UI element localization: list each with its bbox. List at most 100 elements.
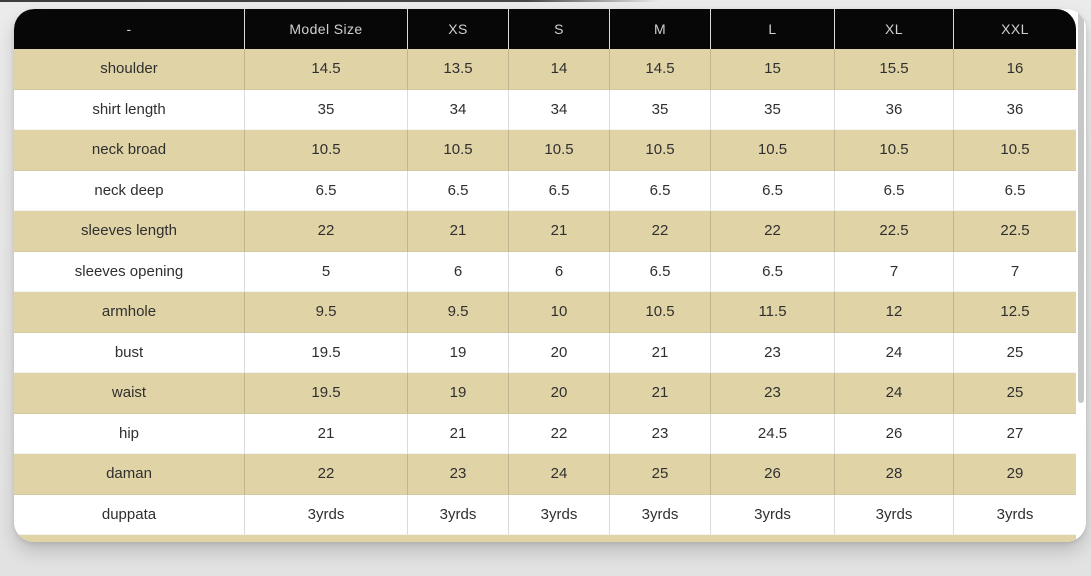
measurement-cell: 11.5: [711, 292, 835, 333]
measurement-cell: 25: [954, 332, 1076, 373]
table-row: duppata 3yrds 3yrds 3yrds 3yrds 3yrds 3yrds 3yr…: [14, 494, 1076, 535]
measurement-cell: 10.5: [711, 130, 835, 171]
table-row: sleeves length 22 21 21 22 22 22.5 22.5: [14, 211, 1076, 252]
column-header: XS: [408, 9, 509, 49]
measurement-cell: 3yrds: [408, 494, 509, 535]
row-label: shoulder: [14, 49, 245, 90]
measurement-cell: 10.5: [610, 292, 711, 333]
measurement-cell: 22: [245, 211, 408, 252]
column-header: -: [14, 9, 245, 49]
screen-top-edge: [0, 0, 660, 2]
measurement-cell: 10.5: [954, 130, 1076, 171]
measurement-cell: 21: [408, 211, 509, 252]
measurement-cell: 3yrds: [245, 494, 408, 535]
vertical-scrollbar-thumb[interactable]: [1078, 11, 1084, 403]
vertical-scrollbar-track[interactable]: [1076, 9, 1086, 542]
measurement-cell: 19: [408, 332, 509, 373]
measurement-cell: 12.5: [954, 292, 1076, 333]
measurement-cell: 3yrds: [711, 494, 835, 535]
row-label: hip: [14, 413, 245, 454]
column-header: XXL: [954, 9, 1076, 49]
row-label: sleeves length: [14, 211, 245, 252]
measurement-cell: 20: [509, 332, 610, 373]
table-header-row: - Model Size XS S M L XL XXL: [14, 9, 1076, 49]
table-body: shoulder 14.5 13.5 14 14.5 15 15.5 16 shirt leng…: [14, 49, 1076, 535]
column-header: L: [711, 9, 835, 49]
row-label: neck deep: [14, 170, 245, 211]
measurement-cell: 35: [711, 89, 835, 130]
measurement-cell: 14.5: [245, 49, 408, 90]
table-row: shoulder 14.5 13.5 14 14.5 15 15.5 16: [14, 49, 1076, 90]
measurement-cell: 10.5: [835, 130, 954, 171]
measurement-cell: 36: [835, 89, 954, 130]
measurement-cell: 7: [835, 251, 954, 292]
measurement-cell: 3yrds: [610, 494, 711, 535]
measurement-cell: 21: [408, 413, 509, 454]
measurement-cell: 28: [835, 454, 954, 495]
measurement-cell: 10.5: [610, 130, 711, 171]
measurement-cell: 23: [610, 413, 711, 454]
table-row: hip 21 21 22 23 24.5 26 27: [14, 413, 1076, 454]
measurement-cell: 23: [408, 454, 509, 495]
measurement-cell: 15: [711, 49, 835, 90]
measurement-cell: 3yrds: [954, 494, 1076, 535]
measurement-cell: 6.5: [711, 170, 835, 211]
partially-visible-next-row: [14, 535, 1076, 542]
measurement-cell: 20: [509, 373, 610, 414]
measurement-cell: 21: [245, 413, 408, 454]
measurement-cell: 6.5: [610, 170, 711, 211]
table-row: neck deep 6.5 6.5 6.5 6.5 6.5 6.5 6.5: [14, 170, 1076, 211]
row-label: waist: [14, 373, 245, 414]
table-row: daman 22 23 24 25 26 28 29: [14, 454, 1076, 495]
measurement-cell: 19.5: [245, 332, 408, 373]
measurement-cell: 6.5: [509, 170, 610, 211]
measurement-cell: 34: [509, 89, 610, 130]
measurement-cell: 7: [954, 251, 1076, 292]
column-header: S: [509, 9, 610, 49]
measurement-cell: 6.5: [408, 170, 509, 211]
row-label: daman: [14, 454, 245, 495]
measurement-cell: 36: [954, 89, 1076, 130]
measurement-cell: 25: [610, 454, 711, 495]
measurement-cell: 6.5: [954, 170, 1076, 211]
measurement-cell: 25: [954, 373, 1076, 414]
measurement-cell: 24: [509, 454, 610, 495]
measurement-cell: 23: [711, 373, 835, 414]
measurement-cell: 22: [711, 211, 835, 252]
measurement-cell: 5: [245, 251, 408, 292]
size-chart-card: - Model Size XS S M L XL XXL shoulder 14.5 13.5 14…: [14, 9, 1086, 542]
measurement-cell: 35: [610, 89, 711, 130]
measurement-cell: 10: [509, 292, 610, 333]
measurement-cell: 6.5: [245, 170, 408, 211]
row-label: armhole: [14, 292, 245, 333]
row-label: duppata: [14, 494, 245, 535]
measurement-cell: 22: [245, 454, 408, 495]
measurement-cell: 10.5: [408, 130, 509, 171]
row-label: shirt length: [14, 89, 245, 130]
measurement-cell: 14.5: [610, 49, 711, 90]
measurement-cell: 3yrds: [509, 494, 610, 535]
measurement-cell: 12: [835, 292, 954, 333]
measurement-cell: 24.5: [711, 413, 835, 454]
measurement-cell: 26: [835, 413, 954, 454]
measurement-cell: 23: [711, 332, 835, 373]
measurement-cell: 15.5: [835, 49, 954, 90]
measurement-cell: 27: [954, 413, 1076, 454]
size-chart-table: - Model Size XS S M L XL XXL shoulder 14.5 13.5 14…: [14, 9, 1076, 535]
row-label: neck broad: [14, 130, 245, 171]
measurement-cell: 6: [408, 251, 509, 292]
measurement-cell: 19: [408, 373, 509, 414]
measurement-cell: 10.5: [509, 130, 610, 171]
column-header: Model Size: [245, 9, 408, 49]
column-header: M: [610, 9, 711, 49]
table-row: bust 19.5 19 20 21 23 24 25: [14, 332, 1076, 373]
measurement-cell: 24: [835, 332, 954, 373]
column-header: XL: [835, 9, 954, 49]
measurement-cell: 6.5: [835, 170, 954, 211]
measurement-cell: 21: [610, 373, 711, 414]
measurement-cell: 6.5: [610, 251, 711, 292]
table-row: waist 19.5 19 20 21 23 24 25: [14, 373, 1076, 414]
measurement-cell: 22.5: [835, 211, 954, 252]
measurement-cell: 13.5: [408, 49, 509, 90]
measurement-cell: 9.5: [245, 292, 408, 333]
